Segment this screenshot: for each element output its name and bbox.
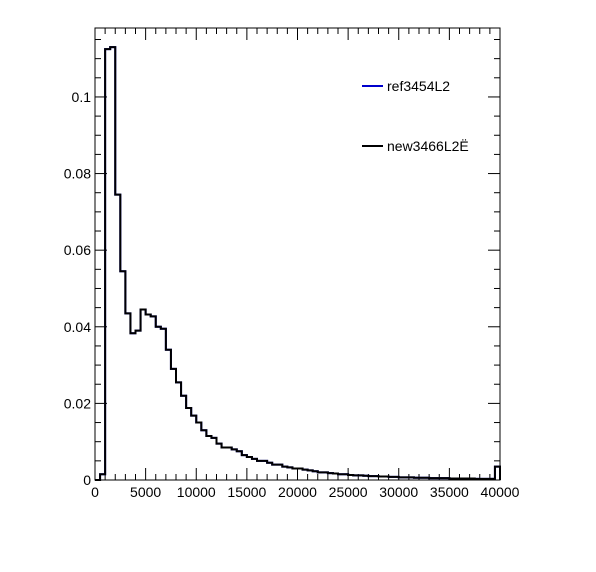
y-tick-label: 0.08 bbox=[64, 166, 91, 182]
legend-label-0: ref3454L2 bbox=[387, 78, 450, 94]
y-tick-label: 0.1 bbox=[72, 89, 92, 105]
series-line-1 bbox=[95, 46, 501, 481]
x-tick-label: 15000 bbox=[227, 484, 266, 500]
x-tick-labels: 0 5000 10000 15000 20000 25000 30000 35000 40000 bbox=[91, 484, 520, 500]
y-tick-label: 0.04 bbox=[64, 319, 91, 335]
x-tick-label: 35000 bbox=[430, 484, 469, 500]
x-tick-label: 0 bbox=[91, 484, 99, 500]
y-tick-label: 0 bbox=[83, 472, 91, 488]
legend-box bbox=[357, 60, 462, 170]
legend-label-1: new3466L2Ë bbox=[387, 138, 469, 154]
x-tick-label: 5000 bbox=[130, 484, 161, 500]
x-tick-label: 10000 bbox=[177, 484, 216, 500]
x-tick-label: 40000 bbox=[481, 484, 520, 500]
y-tick-label: 0.06 bbox=[64, 242, 91, 258]
plot-frame bbox=[94, 27, 501, 481]
y-tick-labels: 0 0.02 0.04 0.06 0.08 0.1 bbox=[64, 89, 91, 488]
x-tick-label: 30000 bbox=[379, 484, 418, 500]
x-tick-label: 20000 bbox=[278, 484, 317, 500]
x-tick-label: 25000 bbox=[329, 484, 368, 500]
legend: ref3454L2 new3466L2Ë bbox=[357, 60, 469, 170]
histogram-series bbox=[95, 46, 501, 481]
y-tick-label: 0.02 bbox=[64, 395, 91, 411]
